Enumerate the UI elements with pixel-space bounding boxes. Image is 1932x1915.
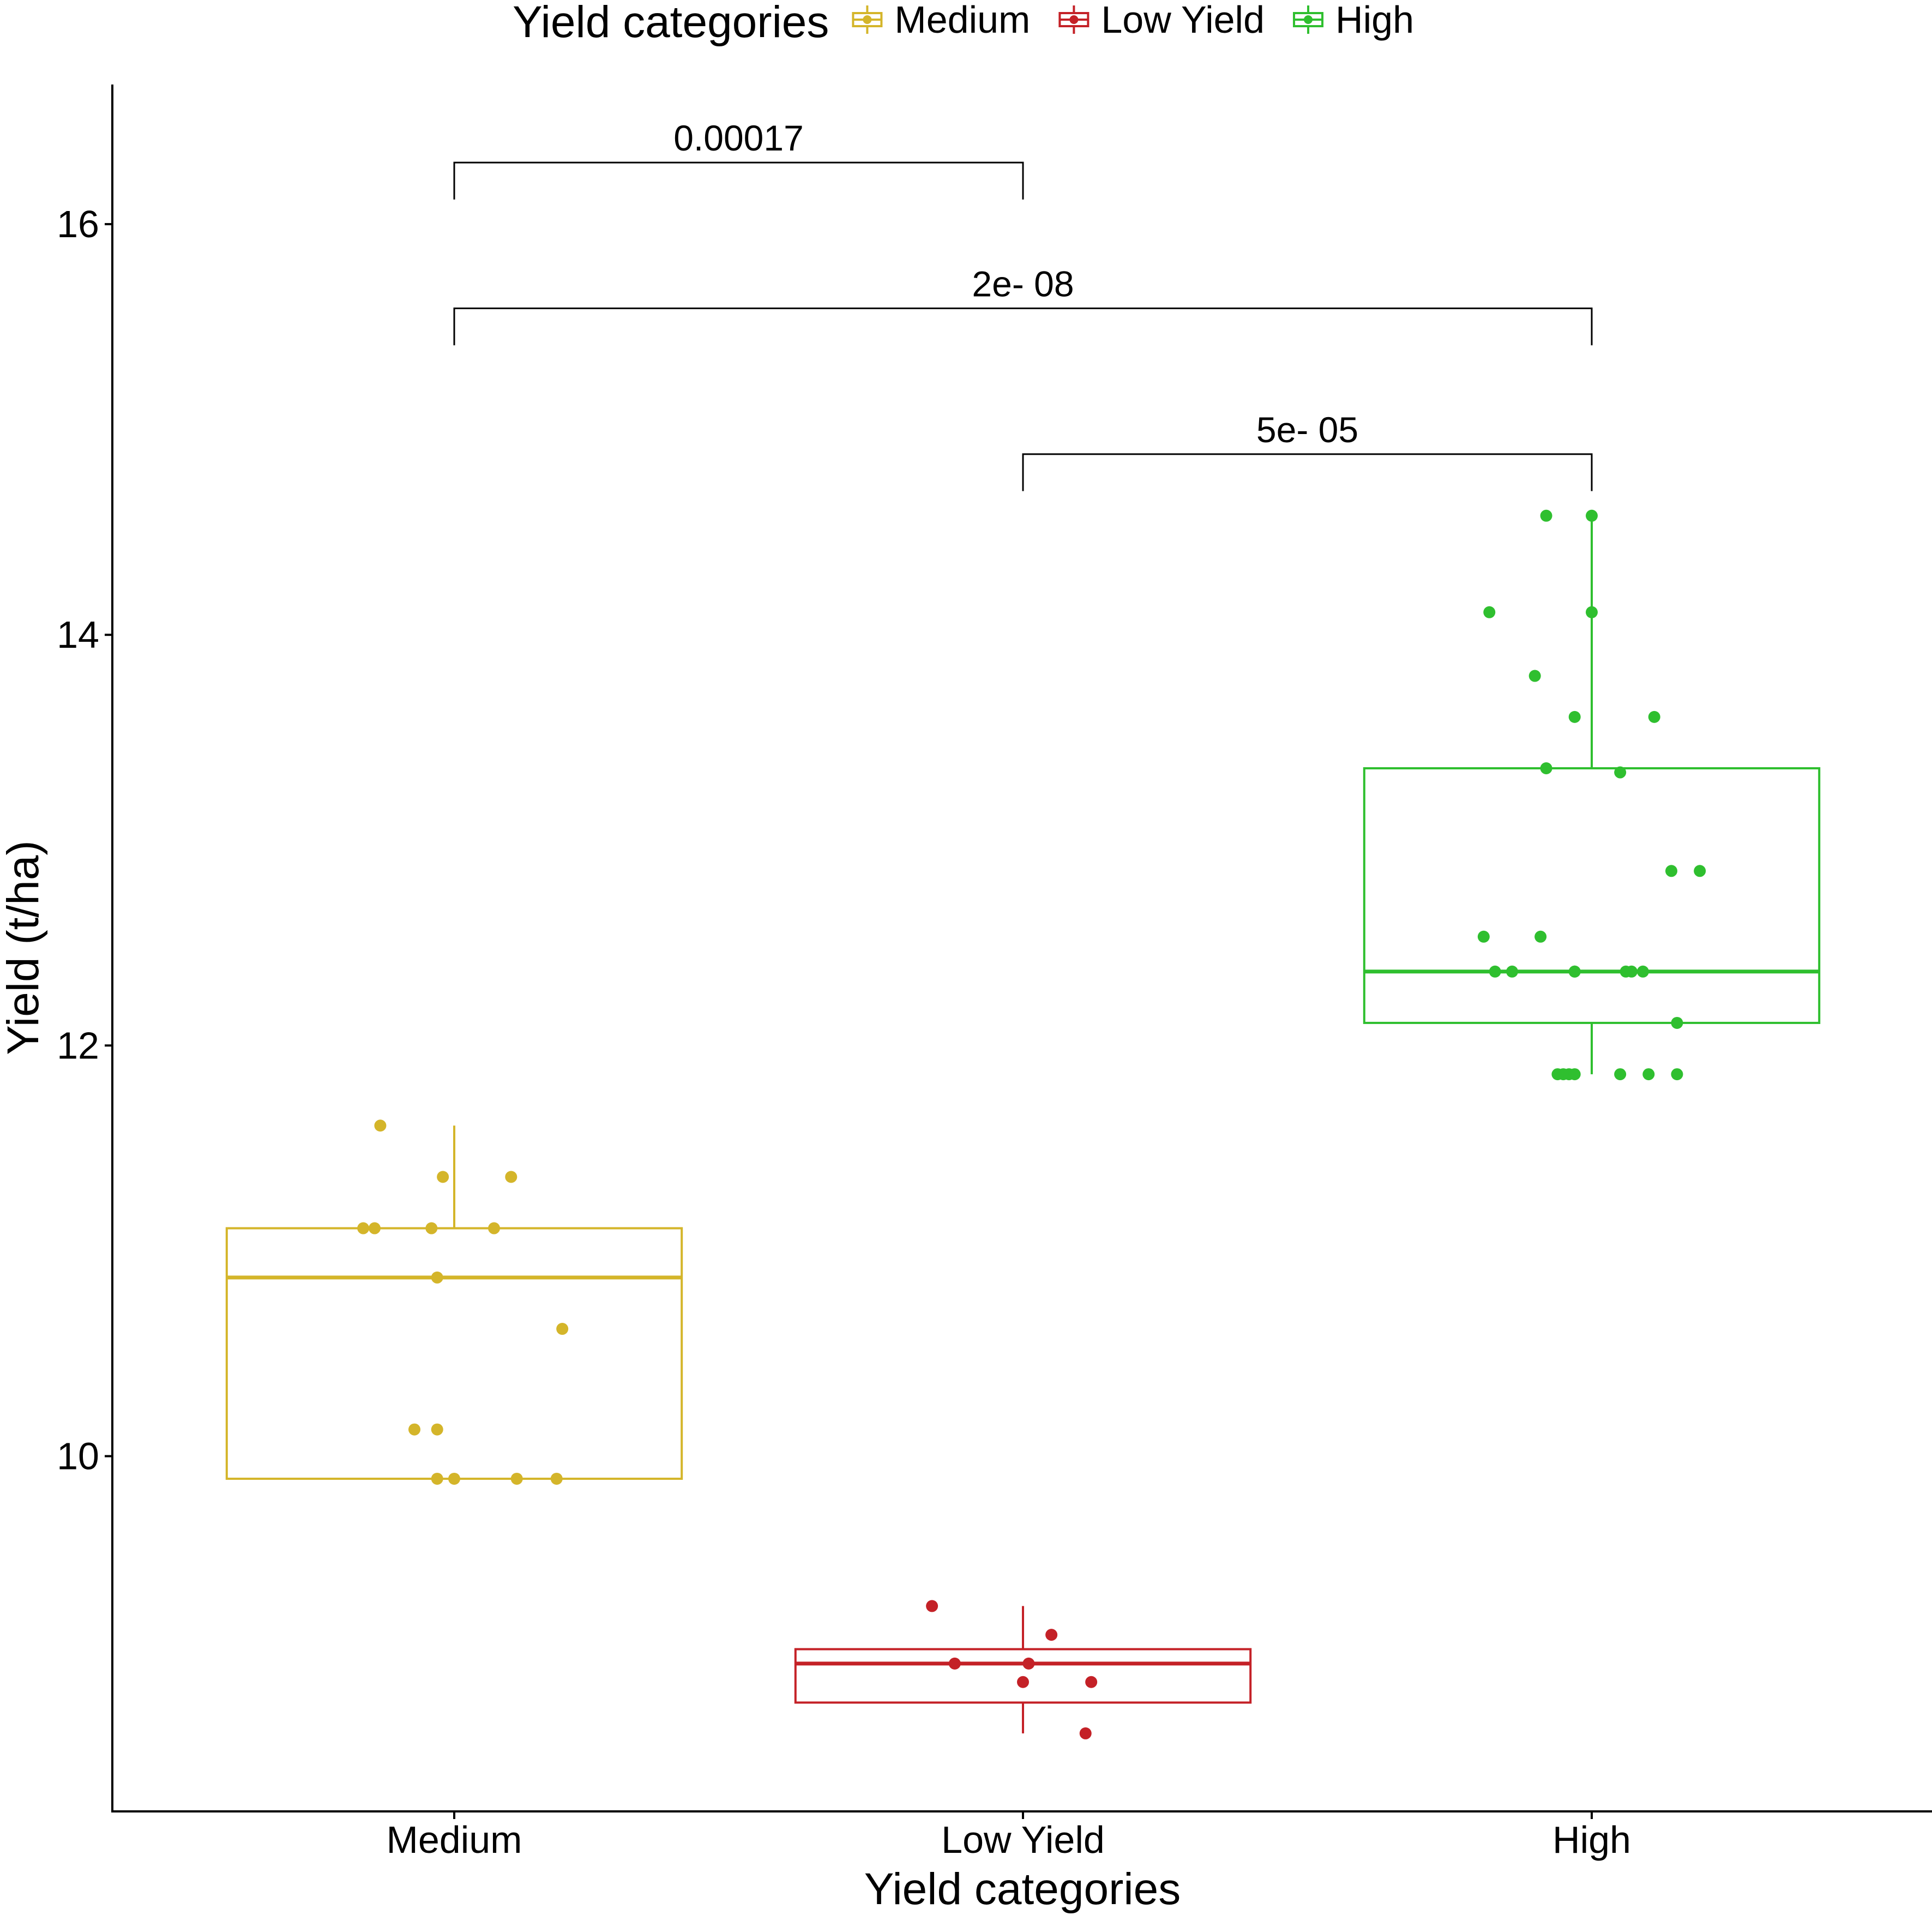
box-high — [1363, 515, 1821, 1075]
data-point-high — [1626, 965, 1638, 978]
data-point-high — [1586, 606, 1598, 618]
data-point-high — [1540, 762, 1552, 774]
legend-entry-medium: Medium — [852, 0, 1030, 41]
legend-key-point — [1069, 15, 1079, 24]
y-tick-label-10: 10 — [57, 1435, 99, 1478]
data-point-high — [1614, 1068, 1627, 1081]
data-point-low-yield — [1085, 1676, 1098, 1688]
data-point-high — [1671, 1016, 1683, 1029]
data-point-low-yield — [926, 1600, 938, 1612]
data-point-high — [1568, 965, 1581, 978]
data-point-medium — [357, 1222, 370, 1234]
data-point-high — [1540, 509, 1552, 522]
data-point-medium — [505, 1171, 517, 1183]
axes — [111, 85, 1932, 1812]
data-point-medium — [408, 1423, 420, 1436]
data-point-medium — [510, 1472, 523, 1485]
data-point-medium — [488, 1222, 501, 1234]
x-axis-title: Yield categories — [864, 1864, 1181, 1914]
data-point-low-yield — [948, 1657, 961, 1670]
data-point-high — [1694, 865, 1706, 877]
p-value-label: 5e- 05 — [1256, 410, 1358, 450]
legend-label-low-yield: Low Yield — [1101, 0, 1265, 41]
legend-key-point — [863, 15, 872, 24]
data-point-high — [1506, 965, 1518, 978]
data-point-medium — [556, 1323, 569, 1335]
data-point-low-yield — [1045, 1629, 1058, 1641]
data-point-medium — [431, 1271, 443, 1284]
data-point-medium — [550, 1472, 563, 1485]
y-axis-ticks: 10 12 14 16 — [57, 203, 112, 1478]
data-point-high — [1534, 930, 1547, 943]
x-tick-label-high: High — [1552, 1818, 1631, 1861]
data-point-high — [1614, 766, 1627, 779]
legend-entry-high: High — [1293, 0, 1414, 41]
data-point-low-yield — [1017, 1676, 1029, 1688]
data-point-high — [1642, 1068, 1655, 1081]
p-value-label: 2e- 08 — [972, 263, 1074, 304]
legend-label-high: High — [1335, 0, 1414, 41]
comparison-bracket — [1022, 453, 1593, 491]
legend-entries: Medium Low Yield High — [852, 0, 1414, 41]
data-point-high — [1586, 509, 1598, 522]
box-medium — [225, 1125, 683, 1480]
x-axis-ticks: Medium Low Yield High — [387, 1811, 1631, 1861]
comparison-bracket — [453, 161, 1024, 200]
box-body — [225, 1227, 683, 1480]
comparison-medium-vs-low-yield: 0.00017 — [453, 118, 1024, 200]
data-point-high — [1671, 1068, 1683, 1081]
data-point-high — [1568, 710, 1581, 723]
data-point-medium — [431, 1472, 443, 1485]
y-axis-title: Yield (t/ha) — [0, 840, 48, 1055]
box-body — [1363, 767, 1821, 1024]
data-point-medium — [368, 1222, 381, 1234]
data-point-high — [1665, 865, 1678, 877]
data-point-medium — [448, 1472, 460, 1485]
data-point-high — [1648, 710, 1660, 723]
data-point-medium — [437, 1171, 449, 1183]
box-plots — [225, 515, 1821, 1733]
comparison-low-yield-vs-high: 5e- 05 — [1022, 410, 1593, 491]
y-tick-label-16: 16 — [57, 203, 99, 245]
legend-title: Yield categories — [513, 0, 829, 47]
y-tick-label-12: 12 — [57, 1024, 99, 1067]
comparison-bracket — [453, 307, 1593, 346]
data-point-high — [1489, 965, 1501, 978]
data-point-medium — [431, 1423, 443, 1436]
data-point-high — [1477, 930, 1490, 943]
data-point-medium — [374, 1119, 387, 1132]
data-point-high — [1528, 670, 1541, 682]
legend: Yield categories Medium Low Yield High — [513, 0, 1414, 47]
comparison-brackets: 0.00017 2e- 08 5e- 05 — [453, 118, 1593, 491]
comparison-medium-vs-high: 2e- 08 — [453, 263, 1593, 346]
y-tick-label-14: 14 — [57, 613, 99, 656]
data-point-low-yield — [1079, 1727, 1092, 1739]
legend-key-point — [1304, 15, 1313, 24]
legend-label-medium: Medium — [894, 0, 1030, 41]
data-points — [357, 509, 1706, 1739]
legend-entry-low-yield: Low Yield — [1058, 0, 1265, 41]
box-body — [794, 1648, 1252, 1704]
x-tick-label-low-yield: Low Yield — [941, 1818, 1105, 1861]
data-point-high — [1483, 606, 1496, 618]
data-point-high — [1568, 1068, 1581, 1081]
x-tick-label-medium: Medium — [387, 1818, 522, 1861]
data-point-high — [1636, 965, 1649, 978]
data-point-low-yield — [1022, 1657, 1035, 1670]
p-value-label: 0.00017 — [673, 118, 804, 158]
data-point-medium — [425, 1222, 438, 1234]
